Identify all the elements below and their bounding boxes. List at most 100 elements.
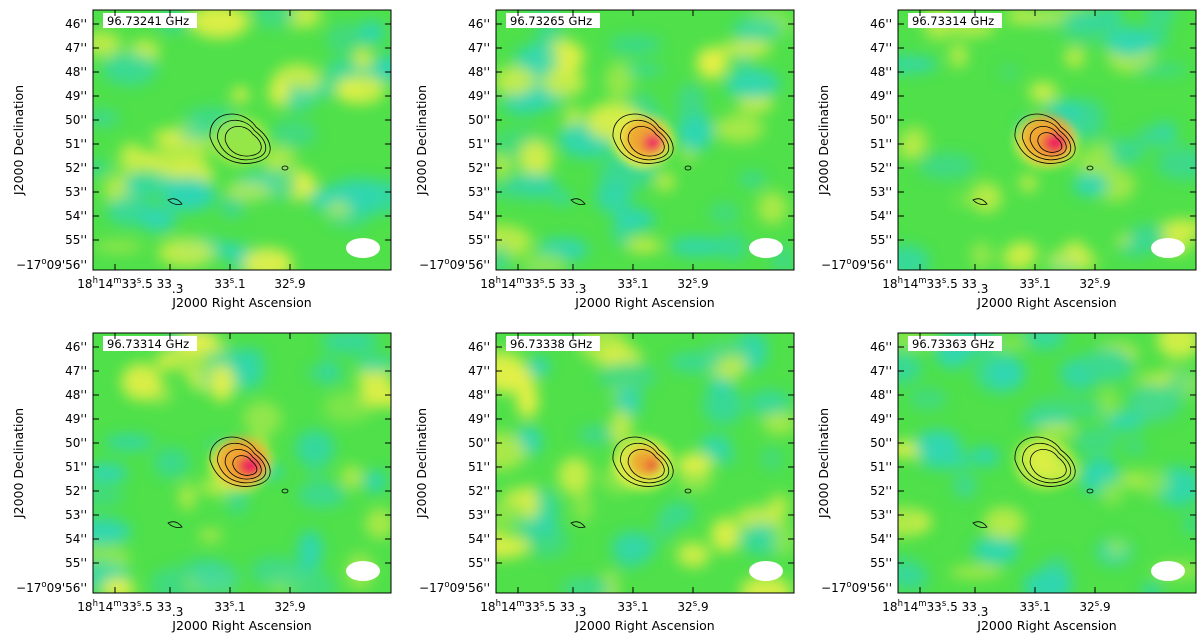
contour-lines: [570, 113, 692, 205]
y-tick-label: 47'': [468, 41, 490, 55]
x-tick-label: 33.3: [560, 277, 587, 296]
channel-panel: 96.73314 GHz 46'' 47'' 48'' 49'' 50'' 51'' 52''…: [816, 9, 1197, 310]
y-tick-label: 51'': [870, 460, 892, 474]
x-tick-label: 33s.1: [617, 599, 648, 614]
channel-panel: 96.73338 GHz 46'' 47'' 48'' 49'' 50'' 51'' 52''…: [414, 332, 795, 633]
y-tick-label: 53'': [870, 185, 892, 199]
x-tick-label: 18h14m33s.5: [77, 599, 152, 614]
y-tick-label: 46'': [468, 340, 490, 354]
y-tick-label: 50'': [870, 113, 892, 127]
beam-ellipse: [346, 561, 380, 581]
x-axis-label: J2000 Right Ascension: [976, 618, 1116, 633]
noise-field: [93, 333, 391, 593]
source-emission: [613, 115, 673, 167]
y-tick-label: 51'': [468, 137, 490, 151]
y-tick-label: 49'': [65, 89, 87, 103]
intensity-map: [496, 333, 794, 593]
y-tick-label: 49'': [65, 412, 87, 426]
x-axis-label: J2000 Right Ascension: [976, 295, 1116, 310]
y-origin-tick-label: −17o09'56'': [419, 580, 490, 595]
x-tick-label: 33.3: [962, 600, 989, 619]
x-tick-label: 18h14m33s.5: [882, 599, 957, 614]
frequency-label-box: [506, 336, 600, 351]
y-tick-label: 49'': [468, 412, 490, 426]
y-tick-label: 51'': [65, 460, 87, 474]
panel-frame: [495, 9, 795, 271]
y-tick-label: 53'': [870, 508, 892, 522]
y-tick-label: 46'': [65, 17, 87, 31]
y-tick-label: 48'': [65, 388, 87, 402]
y-tick-label: 52'': [870, 484, 892, 498]
frequency-label: 96.73314 GHz: [107, 337, 189, 351]
source-emission: [1015, 438, 1075, 490]
x-tick-label: 33s.1: [617, 276, 648, 291]
source-emission: [210, 438, 270, 490]
frequency-label-box: [103, 336, 197, 351]
panel-frame: [897, 9, 1197, 271]
panel-frame: [92, 332, 392, 594]
x-tick-label: 32s.9: [1079, 599, 1110, 614]
y-tick-label: 54'': [65, 209, 87, 223]
y-tick-label: 53'': [468, 508, 490, 522]
x-tick-label: 33s.1: [1019, 599, 1050, 614]
y-tick-label: 50'': [65, 436, 87, 450]
x-tick-label: 33s.1: [214, 599, 245, 614]
beam-ellipse: [1151, 561, 1185, 581]
y-tick-label: 48'': [65, 65, 87, 79]
x-tick-label: 33.3: [157, 600, 184, 619]
y-tick-label: 46'': [468, 17, 490, 31]
intensity-map: [898, 10, 1196, 270]
frequency-label-box: [908, 336, 1002, 351]
y-tick-label: 46'': [65, 340, 87, 354]
beam-ellipse: [346, 238, 380, 258]
x-tick-label: 32s.9: [274, 599, 305, 614]
x-tick-label: 32s.9: [677, 599, 708, 614]
y-tick-label: 51'': [870, 137, 892, 151]
y-tick-label: 50'': [870, 436, 892, 450]
contour-lines: [167, 113, 289, 205]
y-tick-label: 52'': [468, 161, 490, 175]
y-axis-label: J2000 Declination: [816, 85, 831, 196]
x-tick-label: 18h14m33s.5: [480, 599, 555, 614]
x-tick-label: 18h14m33s.5: [882, 276, 957, 291]
source-emission: [613, 438, 673, 490]
contour-lines: [972, 436, 1094, 528]
frequency-label-box: [103, 13, 197, 28]
x-tick-label: 33s.1: [214, 276, 245, 291]
y-tick-label: 53'': [468, 185, 490, 199]
x-tick-label: 18h14m33s.5: [77, 276, 152, 291]
panel-frame: [92, 9, 392, 271]
y-tick-label: 53'': [65, 185, 87, 199]
y-tick-label: 47'': [468, 364, 490, 378]
x-tick-label: 18h14m33s.5: [480, 276, 555, 291]
x-tick-label: 32s.9: [677, 276, 708, 291]
channel-panel: 96.73265 GHz 46'' 47'' 48'' 49'' 50'' 51'' 52''…: [414, 9, 795, 310]
y-origin-tick-label: −17o09'56'': [821, 580, 892, 595]
y-tick-label: 47'': [65, 41, 87, 55]
x-tick-label: 33.3: [962, 277, 989, 296]
y-tick-label: 52'': [65, 484, 87, 498]
y-tick-label: 50'': [65, 113, 87, 127]
y-tick-label: 55'': [468, 233, 490, 247]
y-tick-label: 47'': [870, 41, 892, 55]
x-axis-label: J2000 Right Ascension: [574, 295, 714, 310]
channel-panel: 96.73314 GHz 46'' 47'' 48'' 49'' 50'' 51'' 52''…: [11, 332, 392, 633]
y-axis-label: J2000 Declination: [816, 408, 831, 519]
y-tick-label: 49'': [870, 89, 892, 103]
panel-frame: [495, 332, 795, 594]
y-tick-label: 49'': [870, 412, 892, 426]
y-tick-label: 47'': [65, 364, 87, 378]
y-tick-label: 55'': [468, 556, 490, 570]
x-axis-label: J2000 Right Ascension: [171, 295, 311, 310]
frequency-label: 96.73363 GHz: [912, 337, 994, 351]
y-origin-tick-label: −17o09'56'': [419, 257, 490, 272]
y-tick-label: 54'': [65, 532, 87, 546]
panel-frame: [897, 332, 1197, 594]
y-tick-label: 54'': [870, 209, 892, 223]
y-tick-label: 52'': [468, 484, 490, 498]
noise-field: [496, 10, 794, 270]
y-tick-label: 48'': [468, 65, 490, 79]
x-tick-label: 33s.1: [1019, 276, 1050, 291]
y-tick-label: 55'': [870, 233, 892, 247]
